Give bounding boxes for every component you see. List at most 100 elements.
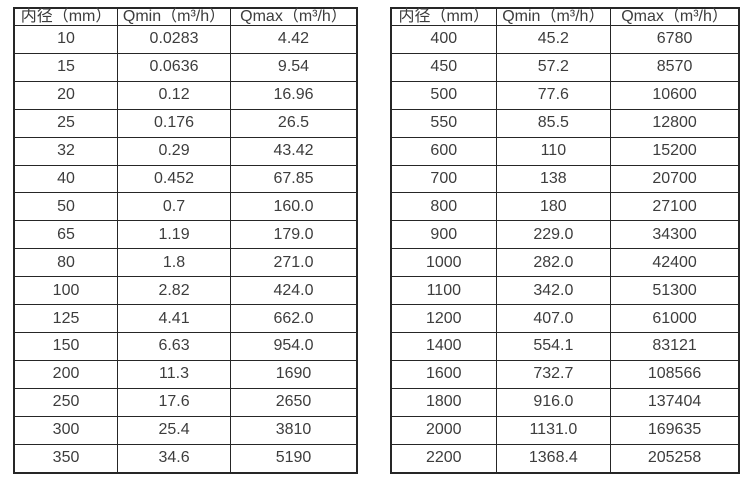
table-cell: 50 [13,192,119,222]
table-row: 1100 342.0 51300 [390,276,740,306]
table-row: 1000 282.0 42400 [390,248,740,278]
table-cell: 732.7 [495,359,612,389]
table-cell: 1800 [390,387,497,417]
table-cell: 6.63 [117,331,231,361]
table-cell: 1.19 [117,220,231,250]
table-cell: 65 [13,220,119,250]
table-cell: 169635 [610,415,740,445]
table-cell: 11.3 [117,359,231,389]
table-cell: 2650 [229,387,358,417]
table-cell: 2.82 [117,276,231,306]
table-cell: 85.5 [495,108,612,138]
table-row: 400 45.2 6780 [390,25,740,54]
table-cell: 77.6 [495,80,612,110]
table-cell: 32 [13,136,119,166]
table-row: 40 0.452 67.85 [13,164,358,194]
table-row: 500 77.6 10600 [390,80,740,110]
table-row: 450 57.2 8570 [390,52,740,82]
table-cell: 0.0283 [117,25,231,54]
table-cell: 1131.0 [495,415,612,445]
table-cell: 10 [13,25,119,54]
table-row: 125 4.41 662.0 [13,304,358,333]
table-row: 1600 732.7 108566 [390,359,740,389]
table-cell: 8570 [610,52,740,82]
table-row: 2200 1368.4 205258 [390,443,740,474]
table-cell: 700 [390,164,497,194]
table-cell: 450 [390,52,497,82]
table-cell: 300 [13,415,119,445]
table-row: 1200 407.0 61000 [390,304,740,333]
table-cell: 179.0 [229,220,358,250]
column-header: 内径（mm） [390,7,497,26]
table-cell: 0.452 [117,164,231,194]
table-cell: 4.41 [117,304,231,333]
table-cell: 61000 [610,304,740,333]
table-cell: 15 [13,52,119,82]
table-cell: 16.96 [229,80,358,110]
table-cell: 25 [13,108,119,138]
table-cell: 350 [13,443,119,474]
table-cell: 900 [390,220,497,250]
table-row: 15 0.0636 9.54 [13,52,358,82]
table-row: 1800 916.0 137404 [390,387,740,417]
table-cell: 34300 [610,220,740,250]
table-row: 200 11.3 1690 [13,359,358,389]
table-row: 350 34.6 5190 [13,443,358,474]
table-row: 50 0.7 160.0 [13,192,358,222]
header-row: 内径（mm） Qmin（m³/h） Qmax（m³/h） [390,7,740,26]
table-row: 2000 1131.0 169635 [390,415,740,445]
column-header: Qmin（m³/h） [495,7,612,26]
table-row: 25 0.176 26.5 [13,108,358,138]
table-row: 10 0.0283 4.42 [13,25,358,54]
table-row: 100 2.82 424.0 [13,276,358,306]
table-row: 150 6.63 954.0 [13,331,358,361]
table-cell: 160.0 [229,192,358,222]
table-cell: 4.42 [229,25,358,54]
table-cell: 138 [495,164,612,194]
table-cell: 26.5 [229,108,358,138]
table-cell: 554.1 [495,331,612,361]
flow-range-table-small-diameters: 内径（mm） Qmin（m³/h） Qmax（m³/h） 10 0.0283 4.42 15… [13,7,358,474]
table-cell: 25.4 [117,415,231,445]
table-cell: 342.0 [495,276,612,306]
column-header: 内径（mm） [13,7,119,26]
table-cell: 15200 [610,136,740,166]
table-cell: 27100 [610,192,740,222]
table-cell: 916.0 [495,387,612,417]
table-cell: 400 [390,25,497,54]
table-cell: 9.54 [229,52,358,82]
table-row: 250 17.6 2650 [13,387,358,417]
table-cell: 200 [13,359,119,389]
table-cell: 57.2 [495,52,612,82]
table-cell: 600 [390,136,497,166]
flow-range-table-large-diameters: 内径（mm） Qmin（m³/h） Qmax（m³/h） 400 45.2 6780 450… [390,7,740,474]
table-cell: 1100 [390,276,497,306]
table-row: 1400 554.1 83121 [390,331,740,361]
table-cell: 2200 [390,443,497,474]
column-header: Qmax（m³/h） [229,7,358,26]
table-cell: 1368.4 [495,443,612,474]
table-row: 300 25.4 3810 [13,415,358,445]
table-cell: 34.6 [117,443,231,474]
table-cell: 67.85 [229,164,358,194]
table-cell: 954.0 [229,331,358,361]
table-row: 32 0.29 43.42 [13,136,358,166]
table-cell: 271.0 [229,248,358,278]
table-row: 900 229.0 34300 [390,220,740,250]
table-cell: 20 [13,80,119,110]
table-cell: 125 [13,304,119,333]
table-row: 550 85.5 12800 [390,108,740,138]
table-cell: 0.7 [117,192,231,222]
table-cell: 800 [390,192,497,222]
table-cell: 250 [13,387,119,417]
table-cell: 108566 [610,359,740,389]
table-cell: 137404 [610,387,740,417]
table-cell: 662.0 [229,304,358,333]
table-cell: 1.8 [117,248,231,278]
table-cell: 100 [13,276,119,306]
table-row: 80 1.8 271.0 [13,248,358,278]
table-cell: 2000 [390,415,497,445]
table-cell: 5190 [229,443,358,474]
table-cell: 40 [13,164,119,194]
